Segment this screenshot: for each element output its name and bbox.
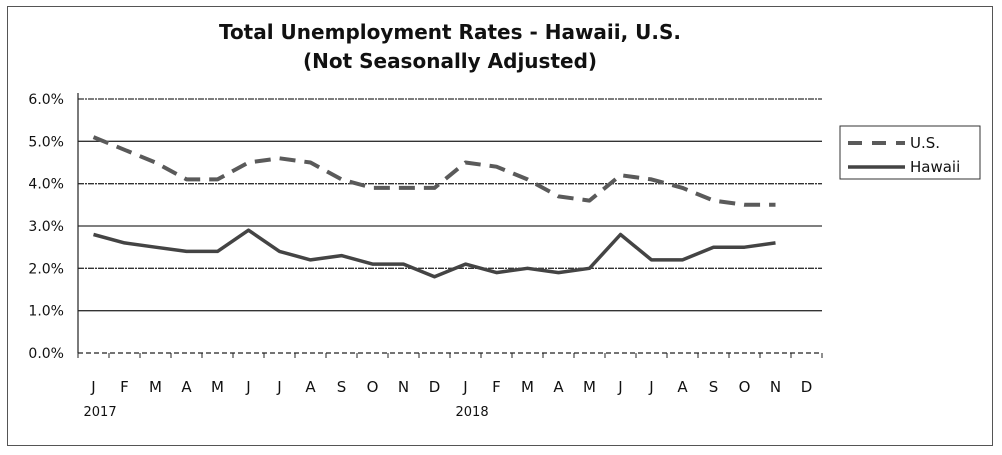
x-tick-label: M [583, 378, 596, 396]
x-tick-label: J [90, 378, 95, 396]
x-tick-label: D [429, 378, 441, 396]
legend-label: Hawaii [910, 158, 960, 176]
year-label: 2017 [83, 405, 117, 420]
x-tick-label: A [181, 378, 192, 396]
y-tick-label: 4.0% [28, 177, 64, 193]
chart-frame [7, 6, 993, 446]
x-tick-label: O [367, 378, 379, 396]
x-tick-label: J [648, 378, 653, 396]
year-label: 2018 [455, 405, 489, 420]
x-tick-label: J [276, 378, 281, 396]
x-tick-label: F [492, 378, 501, 396]
x-tick-label: J [617, 378, 622, 396]
y-tick-label: 0.0% [28, 346, 64, 362]
y-tick-label: 2.0% [28, 261, 64, 277]
x-tick-label: M [521, 378, 534, 396]
x-tick-label: S [337, 378, 347, 396]
x-tick-label: A [677, 378, 688, 396]
y-tick-label: 6.0% [28, 92, 64, 108]
x-tick-label: A [553, 378, 564, 396]
x-tick-label: M [149, 378, 162, 396]
x-tick-label: F [120, 378, 129, 396]
series-line-u-s- [92, 135, 776, 207]
series-line-hawaii [93, 228, 776, 279]
chart-title-block: Total Unemployment Rates - Hawaii, U.S. … [0, 18, 900, 76]
x-tick-label: A [305, 378, 316, 396]
chart-title: Total Unemployment Rates - Hawaii, U.S. [218, 20, 682, 44]
x-tick-label: M [211, 378, 224, 396]
legend-label: U.S. [910, 134, 940, 152]
legend-box [839, 125, 981, 180]
x-tick-label: O [739, 378, 751, 396]
x-tick-label: J [245, 378, 250, 396]
y-tick-label: 1.0% [28, 304, 64, 320]
chart-subtitle: (Not Seasonally Adjusted) [302, 49, 598, 73]
y-tick-label: 3.0% [28, 219, 64, 235]
x-tick-label: N [770, 378, 781, 396]
x-tick-label: J [462, 378, 467, 396]
x-tick-label: D [801, 378, 813, 396]
y-tick-label: 5.0% [28, 134, 64, 150]
x-tick-label: N [398, 378, 409, 396]
x-tick-label: S [709, 378, 719, 396]
